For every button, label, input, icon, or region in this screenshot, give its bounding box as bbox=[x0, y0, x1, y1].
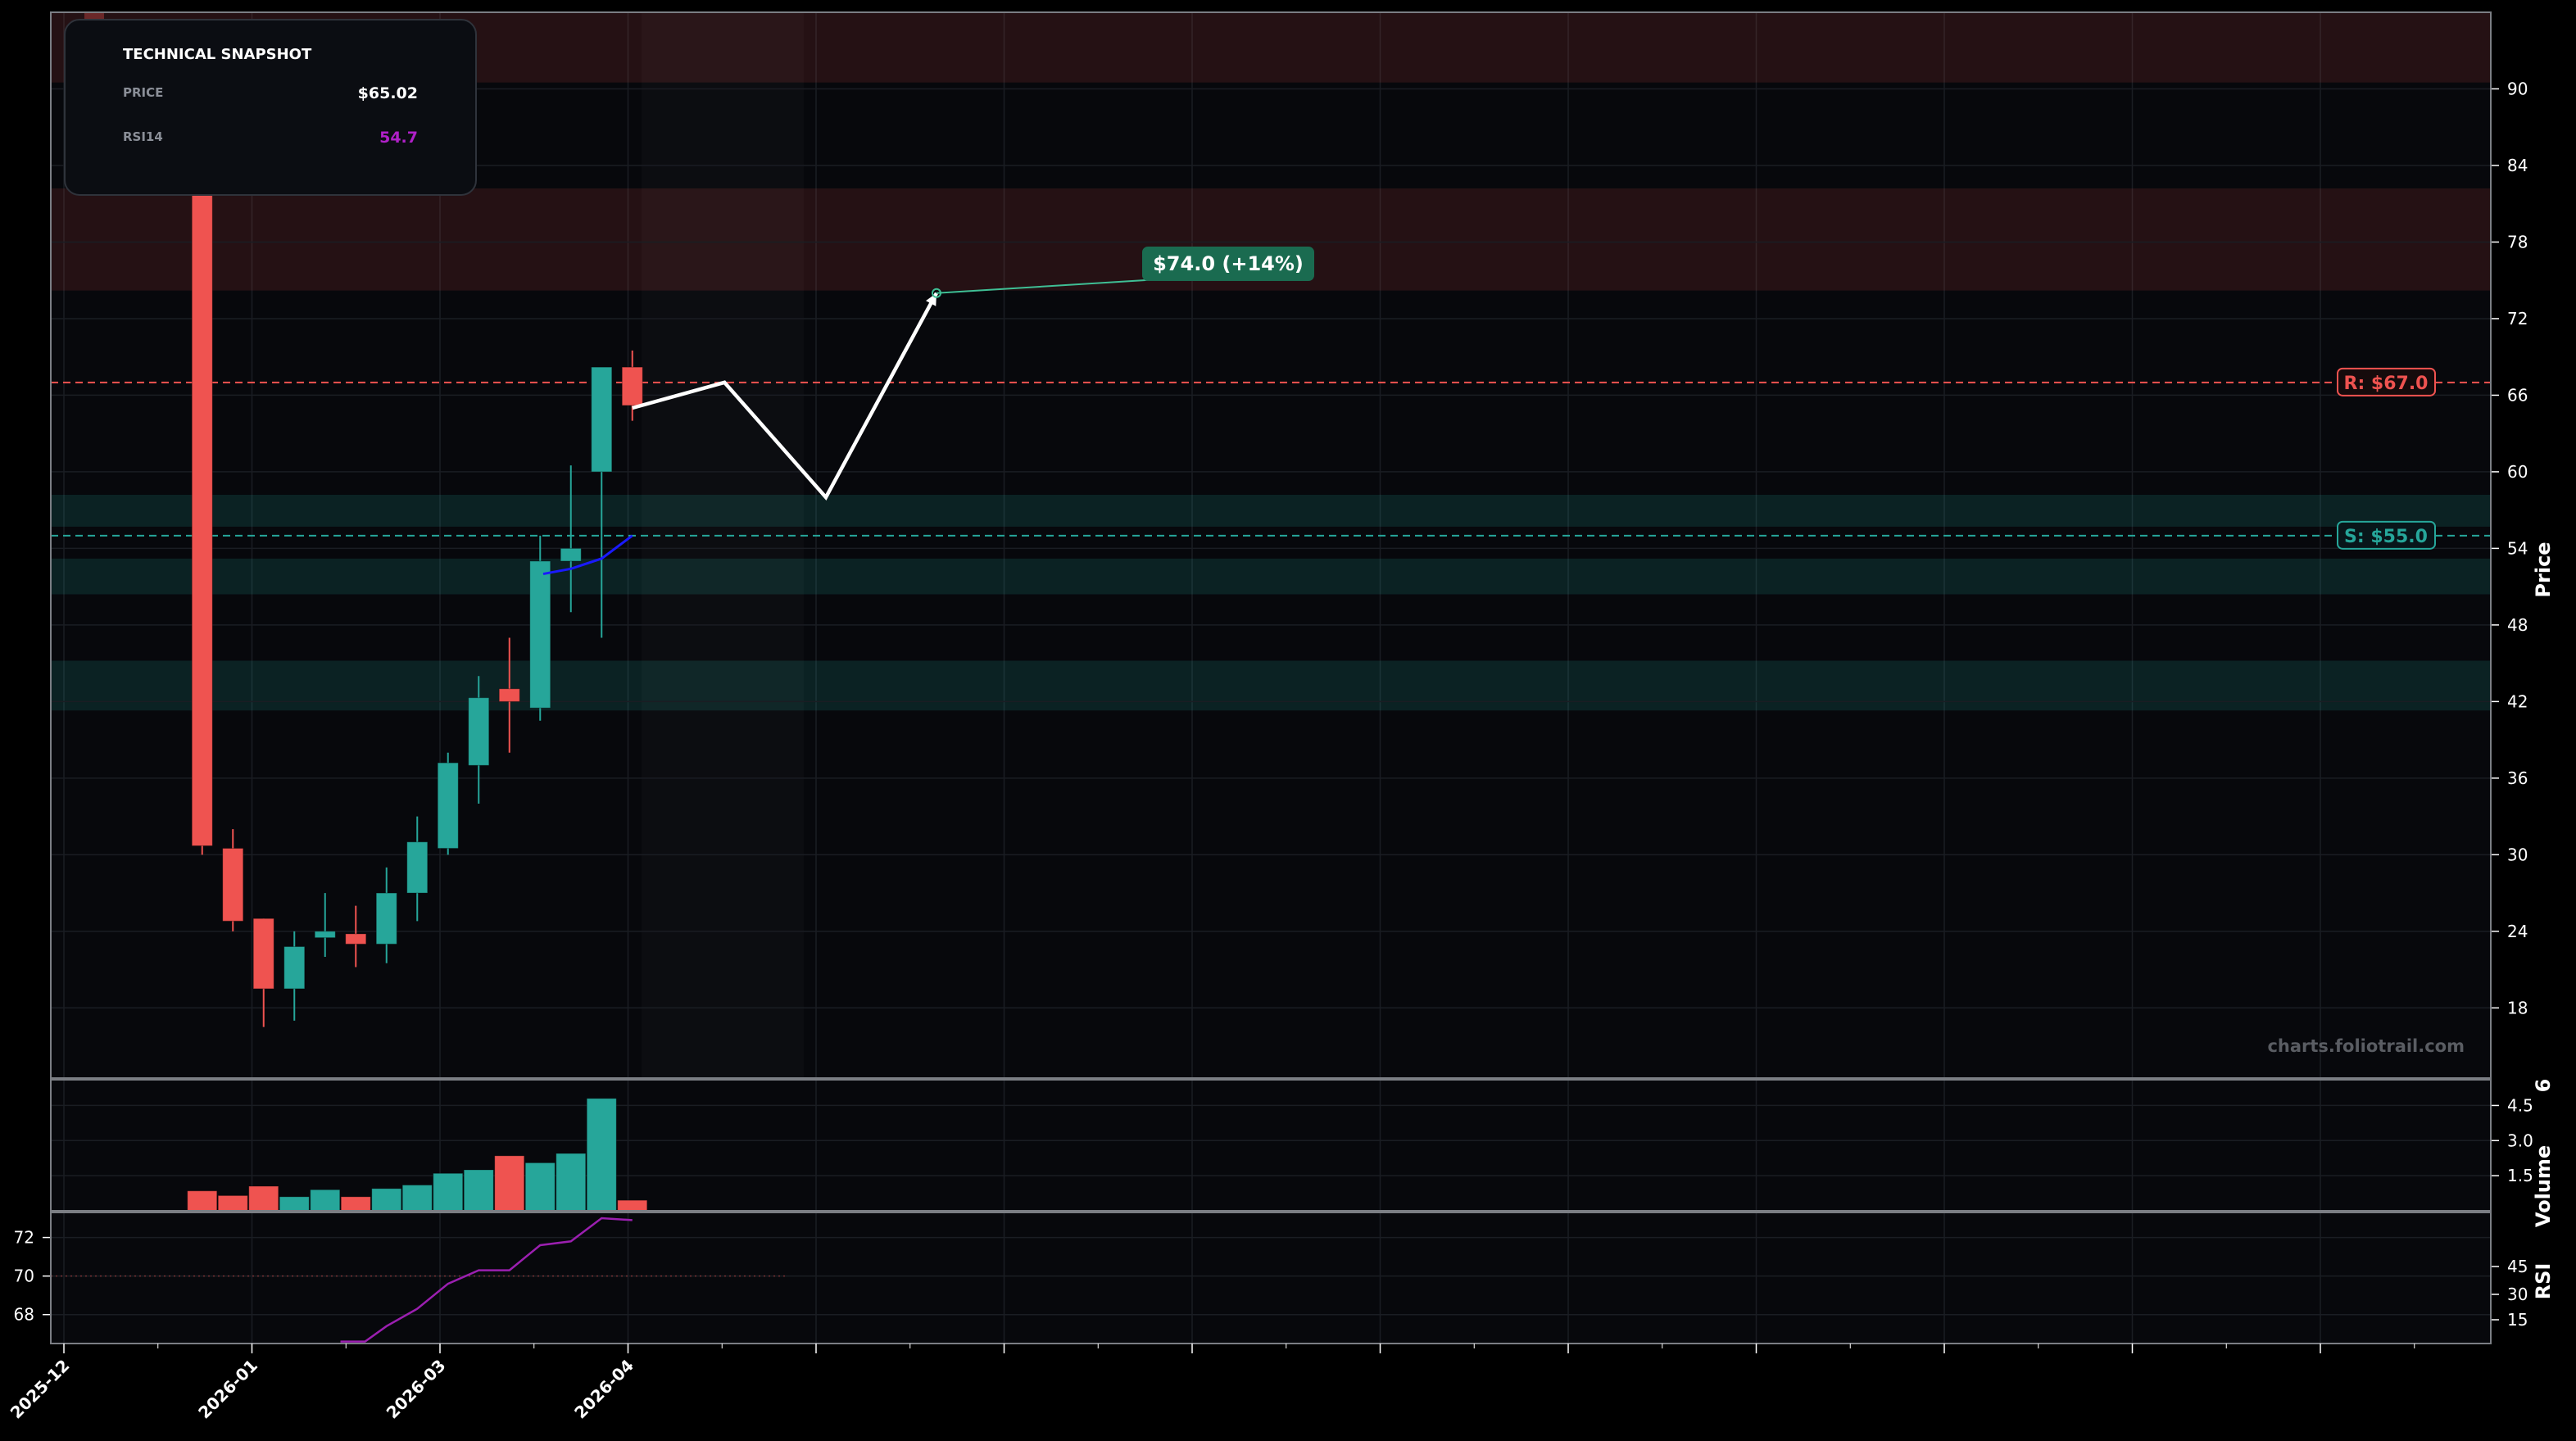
candle-body bbox=[621, 366, 643, 406]
volume-bar bbox=[494, 1155, 525, 1212]
rsi-axis-title: RSI bbox=[2532, 1263, 2555, 1300]
price-tick-label: 30 bbox=[2507, 845, 2528, 864]
target-label-box bbox=[1142, 247, 1314, 281]
moving-average-line bbox=[542, 534, 633, 576]
price-tick-label: 84 bbox=[2507, 156, 2528, 175]
price-tick-label: 42 bbox=[2507, 691, 2528, 711]
snapshot-box bbox=[64, 19, 477, 196]
volume-bar bbox=[279, 1196, 310, 1212]
technical-snapshot-panel: TECHNICAL SNAPSHOT PRICE $65.02 RSI14 54… bbox=[64, 19, 477, 196]
volume-bar bbox=[556, 1153, 587, 1212]
price-tick-label: 78 bbox=[2507, 232, 2528, 251]
volume-bar bbox=[524, 1162, 556, 1212]
watermark: charts.foliotrail.com bbox=[2267, 1036, 2465, 1056]
rsi-panel: 68 70 72 15 30 45 RSI bbox=[14, 1212, 2555, 1344]
candle-body bbox=[252, 918, 274, 990]
volume-tick-label: 3.0 bbox=[2507, 1131, 2533, 1150]
candle-body bbox=[375, 892, 397, 945]
snapshot-rsi-value: 54.7 bbox=[379, 129, 418, 147]
target-label: $74.0 (+14%) bbox=[1153, 252, 1304, 275]
volume-bar bbox=[187, 1190, 218, 1212]
volume-axis-title: Volume bbox=[2532, 1145, 2555, 1227]
support-label-box bbox=[2337, 520, 2436, 550]
price-tick-label: 72 bbox=[2507, 309, 2528, 329]
volume-bar bbox=[340, 1196, 371, 1212]
volume-tick-label: 4.5 bbox=[2507, 1095, 2533, 1115]
panel-border bbox=[50, 11, 2492, 1079]
price-tick-label: 90 bbox=[2507, 79, 2528, 98]
price-tick-label: 24 bbox=[2507, 922, 2528, 941]
candle-body bbox=[560, 547, 582, 562]
resistance-label: R: $67.0 bbox=[2344, 374, 2429, 394]
candle-body bbox=[406, 841, 429, 894]
support-label: S: $55.0 bbox=[2344, 527, 2428, 547]
highlight-band bbox=[642, 12, 804, 1078]
candle-body bbox=[529, 560, 551, 709]
candle-body bbox=[591, 366, 613, 473]
rsi-right-tick-label: 30 bbox=[2507, 1285, 2528, 1304]
price-tick-label: 54 bbox=[2507, 538, 2528, 558]
volume-panel: 1.5 3.0 4.5 Volume 6 bbox=[50, 1079, 2555, 1227]
rsi-left-tick-label: 68 bbox=[14, 1305, 34, 1325]
price-tick-label: 36 bbox=[2507, 768, 2528, 788]
demand-zone bbox=[51, 494, 2491, 527]
price-axis-title: Price bbox=[2532, 542, 2555, 597]
rsi-left-tick-label: 70 bbox=[14, 1267, 34, 1286]
snapshot-rsi-label: RSI14 bbox=[123, 129, 163, 144]
rsi-left-tick-label: 72 bbox=[14, 1228, 34, 1248]
volume-exponent: 6 bbox=[2532, 1079, 2555, 1093]
volume-bar bbox=[217, 1194, 248, 1212]
volume-bar bbox=[617, 1199, 648, 1212]
rsi-right-tick-label: 15 bbox=[2507, 1310, 2528, 1330]
candle-body bbox=[437, 762, 459, 850]
volume-bar bbox=[586, 1098, 617, 1212]
price-tick-label: 18 bbox=[2507, 998, 2528, 1017]
price-tick-label: 66 bbox=[2507, 385, 2528, 405]
price-tick-label: 48 bbox=[2507, 615, 2528, 635]
target-connector bbox=[936, 278, 1172, 294]
rsi-right-tick-label: 45 bbox=[2507, 1257, 2528, 1276]
volume-bar bbox=[463, 1169, 494, 1212]
volume-bar bbox=[433, 1172, 464, 1212]
volume-tick-label: 1.5 bbox=[2507, 1166, 2533, 1185]
candle-body bbox=[283, 946, 306, 990]
panel-border bbox=[50, 1079, 2492, 1212]
demand-zone bbox=[51, 558, 2491, 595]
candle-body bbox=[498, 688, 520, 702]
demand-zone bbox=[51, 660, 2491, 711]
candle-body bbox=[468, 697, 490, 766]
candle-body bbox=[314, 931, 336, 939]
volume-bar bbox=[310, 1189, 341, 1212]
snapshot-price-label: PRICE bbox=[123, 85, 163, 100]
candle-body bbox=[345, 933, 367, 945]
candle-body bbox=[222, 848, 244, 922]
resistance-label-box bbox=[2337, 367, 2436, 397]
volume-bar bbox=[401, 1185, 433, 1212]
rsi-panel-background bbox=[51, 1212, 2491, 1344]
panel-border bbox=[50, 1212, 2492, 1344]
volume-bar bbox=[371, 1188, 402, 1212]
rsi-line bbox=[340, 1217, 633, 1343]
volume-bar bbox=[248, 1185, 279, 1212]
snapshot-title: TECHNICAL SNAPSHOT bbox=[123, 46, 312, 63]
snapshot-price-value: $65.02 bbox=[358, 84, 418, 102]
annotations: $74.0 (+14%) R: $67.0 S: $55.0 bbox=[632, 247, 2436, 550]
projection-path bbox=[632, 292, 938, 501]
price-tick-label: 60 bbox=[2507, 462, 2528, 482]
